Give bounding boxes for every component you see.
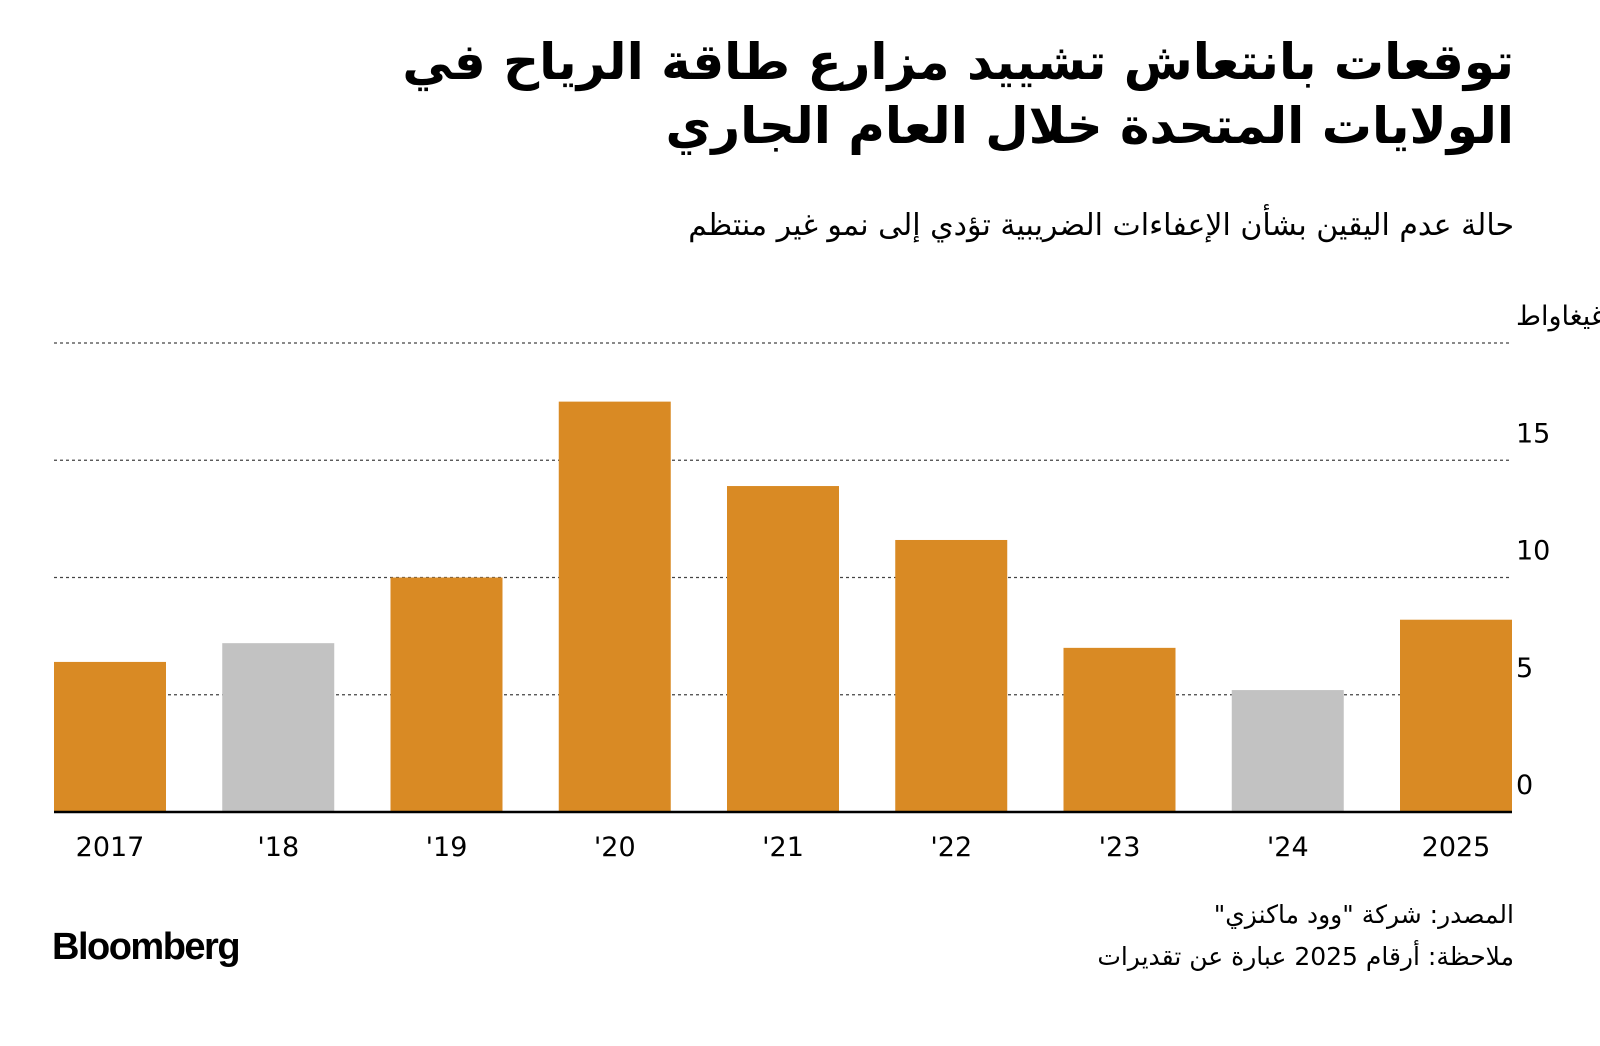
x-tick-label: '23: [1099, 832, 1141, 863]
y-tick-label: 20 غيغاواط: [1516, 301, 1600, 332]
source-note: المصدر: شركة "وود ماكنزي": [1213, 900, 1514, 929]
bar-24: [1231, 690, 1344, 812]
x-tick-label: 2025: [1422, 832, 1491, 863]
y-tick-label: 15: [1516, 418, 1550, 449]
bar-22: [895, 539, 1008, 812]
y-tick-label: 10: [1516, 536, 1550, 567]
x-tick-label: '21: [762, 832, 804, 863]
x-tick-label: '22: [930, 832, 972, 863]
x-tick-label: 2017: [76, 832, 145, 863]
x-tick-label: '19: [426, 832, 468, 863]
y-tick-label: 5: [1516, 653, 1533, 684]
bar-chart: 0 5 10 15 20 غيغاواط 2017 '18 '19 '20 '21 '22 '23 '2…: [54, 301, 1600, 863]
bloomberg-logo: Bloomberg: [52, 926, 241, 968]
bar-2025: [1400, 619, 1512, 812]
bar-2017: [54, 661, 166, 812]
x-tick-label: '24: [1267, 832, 1309, 863]
chart-subtitle: حالة عدم اليقين بشأن الإعفاءات الضريبية …: [688, 208, 1514, 243]
x-tick-label: '20: [594, 832, 636, 863]
footnote: ملاحظة: أرقام 2025 عبارة عن تقديرات: [1097, 942, 1514, 971]
bar-23: [1063, 647, 1176, 812]
chart-title: توقعات بانتعاش تشييد مزارع طاقة الرياح ف…: [402, 33, 1514, 155]
bar-19: [390, 577, 503, 812]
bar-21: [727, 486, 839, 812]
y-tick-label: 0: [1516, 770, 1533, 801]
x-tick-label: '18: [257, 832, 299, 863]
bar-18: [222, 643, 335, 812]
bar-20: [558, 401, 671, 812]
